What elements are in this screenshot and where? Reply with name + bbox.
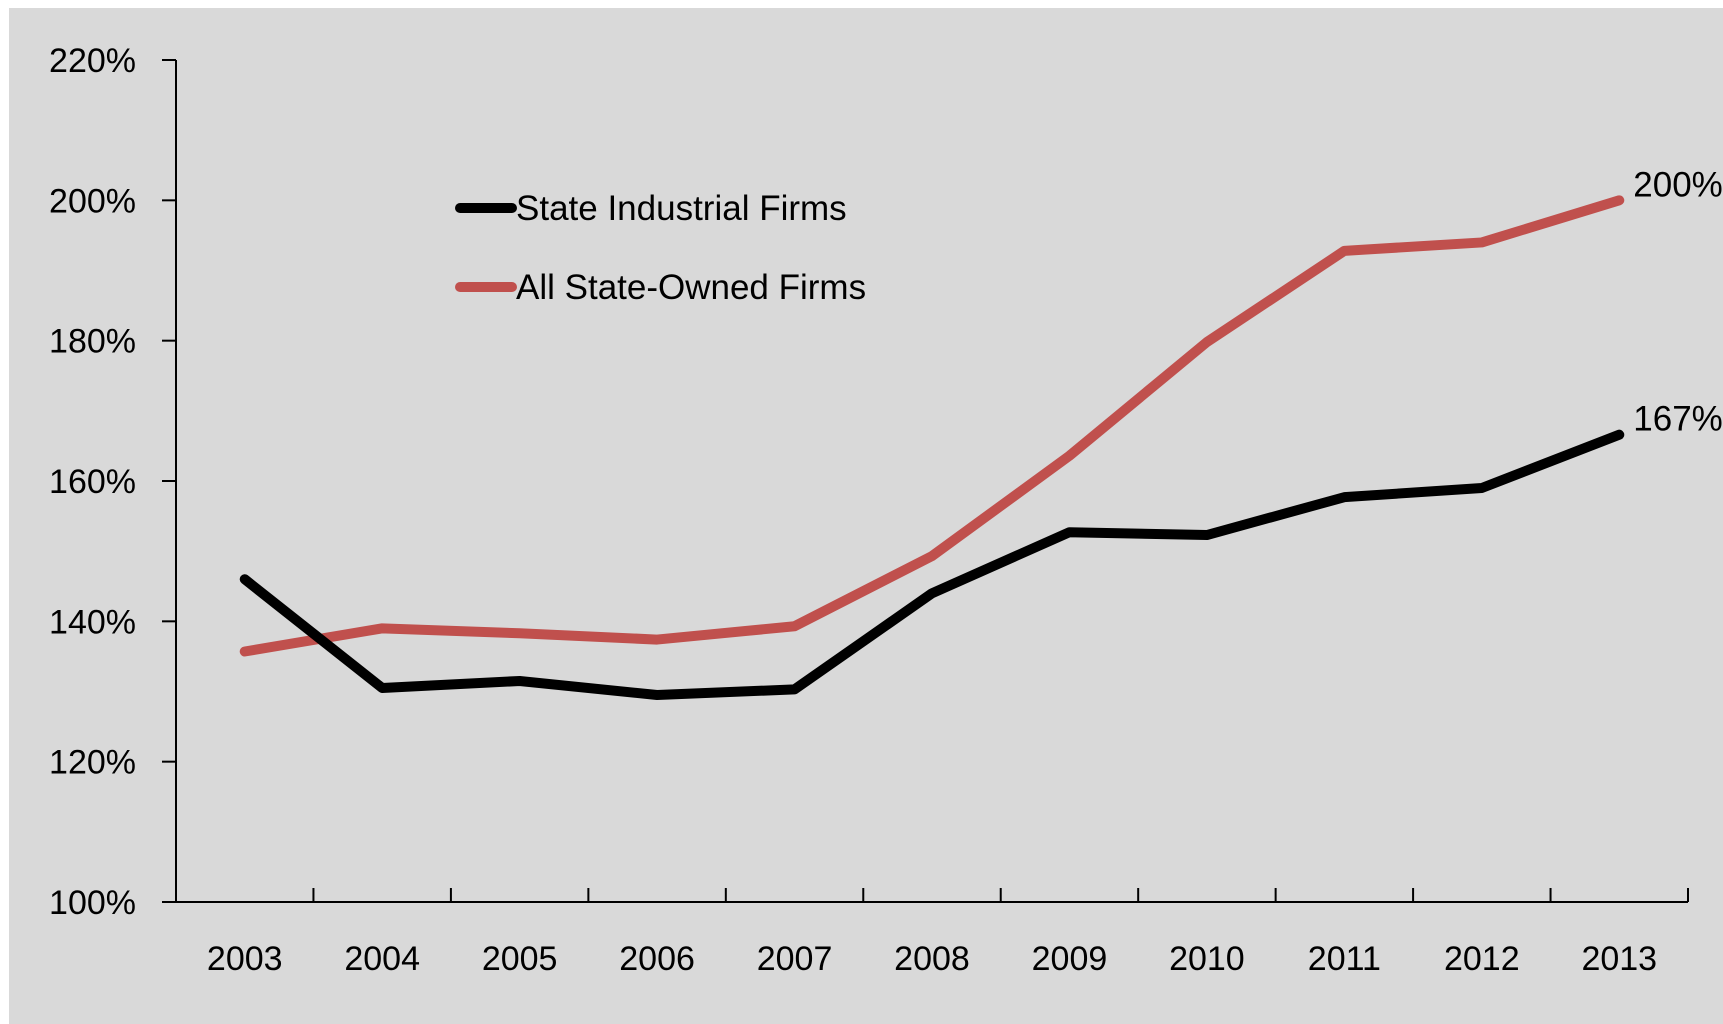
y-tick-label: 140% <box>49 603 136 641</box>
y-tick-label: 200% <box>49 182 136 220</box>
legend-label: All State-Owned Firms <box>516 268 866 307</box>
x-axis-ticks: 2003 2004 2005 2006 2007 2008 2009 2010 2011 2012… <box>175 888 1689 978</box>
x-tick-label: 2012 <box>1444 940 1520 978</box>
x-tick-label: 2007 <box>757 940 833 978</box>
x-tick-label: 2008 <box>894 940 970 978</box>
x-tick-label: 2011 <box>1308 940 1381 978</box>
series-lines <box>239 195 1625 701</box>
x-tick-label: 2004 <box>344 940 420 978</box>
x-tick-label: 2013 <box>1581 940 1657 978</box>
series-end-label: 200% <box>1633 165 1723 204</box>
y-axis-ticks: 100% 120% 140% 160% 180% 200% 220% <box>49 42 176 922</box>
chart-background <box>9 8 1723 1024</box>
y-tick-label: 220% <box>49 42 136 80</box>
x-tick-label: 2010 <box>1169 940 1245 978</box>
y-tick-label: 120% <box>49 744 136 782</box>
y-tick-label: 160% <box>49 463 136 501</box>
x-tick-label: 2009 <box>1032 940 1108 978</box>
x-tick-label: 2005 <box>482 940 558 978</box>
y-tick-label: 180% <box>49 323 136 361</box>
y-tick-label: 100% <box>49 884 136 922</box>
legend-label: State Industrial Firms <box>516 189 847 228</box>
x-tick-label: 2006 <box>619 940 695 978</box>
x-tick-label: 2003 <box>207 940 283 978</box>
series-line <box>239 195 1625 657</box>
end-labels: 167% 200% <box>1633 165 1723 438</box>
series-end-label: 167% <box>1633 400 1723 439</box>
series-line <box>239 429 1625 701</box>
legend: State Industrial Firms All State-Owned Fi… <box>455 189 866 307</box>
